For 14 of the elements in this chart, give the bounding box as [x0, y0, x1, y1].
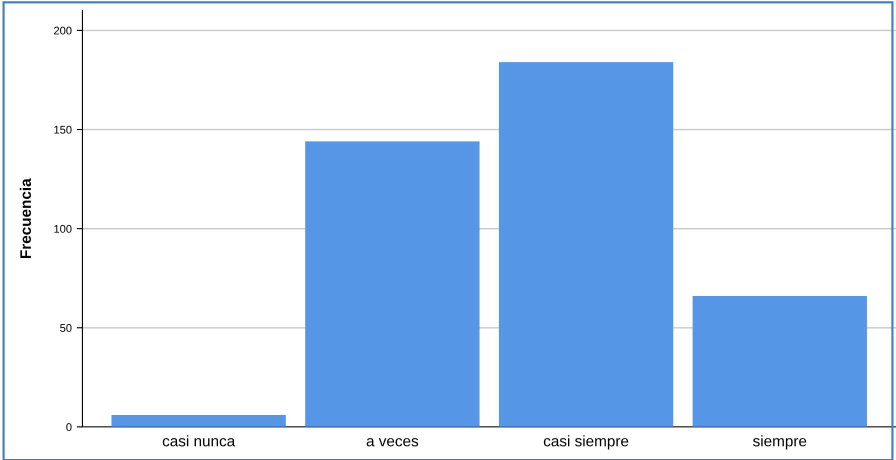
- bar: [305, 141, 480, 427]
- y-axis-title: Frecuencia: [20, 178, 32, 258]
- y-tick-label: 50: [60, 324, 72, 332]
- y-tick-label: 150: [54, 126, 72, 134]
- x-tick-label: casi siempre: [544, 435, 628, 450]
- bar: [498, 62, 674, 427]
- x-tick-label: casi nunca: [162, 435, 236, 446]
- bar: [111, 414, 286, 427]
- y-tick-label: 100: [54, 224, 72, 233]
- y-tick-label: 200: [54, 26, 72, 35]
- x-tick-label: a veces: [366, 438, 418, 446]
- x-tick-label: siempre: [753, 435, 806, 450]
- y-tick-label: 0: [66, 423, 72, 432]
- bar: [692, 296, 867, 427]
